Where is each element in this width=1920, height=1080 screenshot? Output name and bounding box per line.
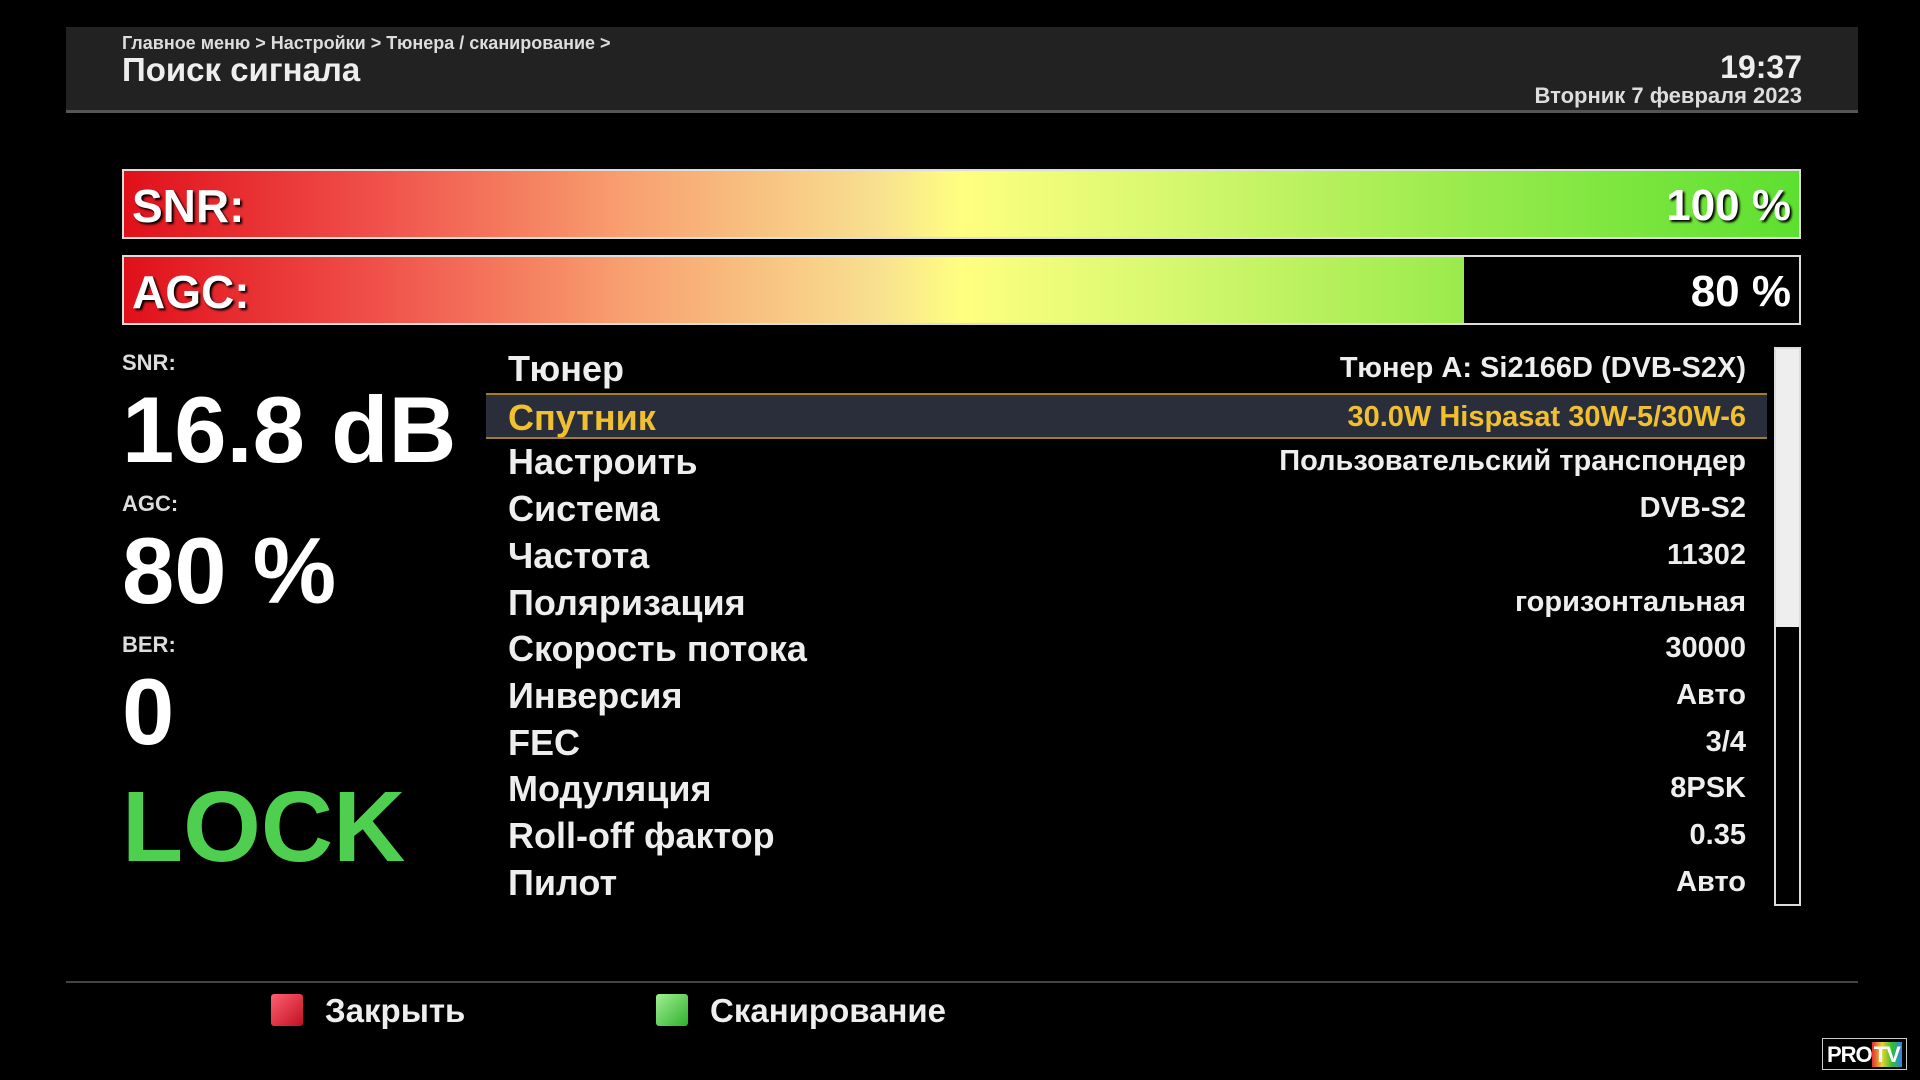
list-item[interactable]: Инверсия Авто <box>486 673 1767 719</box>
agc-bar-value: 80 % <box>1690 267 1791 316</box>
list-item-label: Roll-off фактор <box>508 815 775 856</box>
list-item-label: Настроить <box>508 441 698 483</box>
list-item[interactable]: Спутник 30.0W Hispasat 30W-5/30W-6 <box>486 392 1767 439</box>
list-item-label: Система <box>508 488 660 530</box>
footer-divider <box>66 981 1858 983</box>
snr-value: 16.8 dB <box>122 377 457 482</box>
list-item[interactable]: Модуляция 8PSK <box>486 766 1767 812</box>
list-item-value: горизонтальная <box>1514 585 1746 618</box>
list-item[interactable]: Roll-off фактор 0.35 <box>486 813 1767 859</box>
list-item-value: 8PSK <box>1670 772 1746 805</box>
agc-value: 80 % <box>122 518 337 623</box>
list-item[interactable]: Поляризация горизонтальная <box>486 580 1767 626</box>
page-title: Поиск сигнала <box>122 51 361 88</box>
list-item-label: Скорость потока <box>508 628 807 670</box>
clock-date: Вторник 7 февраля 2023 <box>1534 83 1802 108</box>
scrollbar[interactable] <box>1774 347 1801 906</box>
header: Главное меню > Настройки > Тюнера / скан… <box>66 27 1858 113</box>
agc-bar-fill <box>124 257 1464 323</box>
clock-time: 19:37 <box>1720 49 1802 85</box>
snr-bar-fill <box>124 171 1799 237</box>
list-item[interactable]: Частота 11302 <box>486 533 1767 579</box>
list-item-label: Модуляция <box>508 768 712 810</box>
list-item[interactable]: Настроить Пользовательский транспондер <box>486 439 1767 485</box>
scrollbar-thumb[interactable] <box>1776 349 1799 627</box>
list-item-value: Авто <box>1676 678 1746 711</box>
list-item[interactable]: Система DVB-S2 <box>486 486 1767 532</box>
close-button[interactable]: Закрыть <box>325 992 466 1029</box>
green-key-icon <box>656 994 688 1026</box>
list-item[interactable]: FEC 3/4 <box>486 720 1767 766</box>
red-key-icon <box>271 994 303 1026</box>
list-item-value: Авто <box>1676 865 1746 898</box>
watermark-logo: PROTV <box>1822 1038 1907 1070</box>
snr-bar: SNR: 100 % <box>122 169 1801 239</box>
list-item-label: FEC <box>508 721 580 763</box>
list-item-value: Пользовательский транспондер <box>1279 445 1746 478</box>
list-item-label: Частота <box>508 534 650 576</box>
ber-label: BER: <box>122 632 176 657</box>
scan-button[interactable]: Сканирование <box>710 992 947 1029</box>
list-item-value: 11302 <box>1666 538 1746 571</box>
list-item-value: 3/4 <box>1705 725 1746 758</box>
agc-label: AGC: <box>122 491 179 516</box>
list-item[interactable]: Тюнер Тюнер A: Si2166D (DVB-S2X) <box>486 346 1767 392</box>
agc-bar: AGC: 80 % <box>122 255 1801 325</box>
snr-bar-label: SNR: <box>132 180 245 232</box>
list-item[interactable]: Пилот Авто <box>486 860 1767 906</box>
snr-bar-value: 100 % <box>1666 181 1791 230</box>
lock-status: LOCK <box>122 771 406 883</box>
list-item-value: 0.35 <box>1689 819 1746 851</box>
breadcrumb: Главное меню > Настройки > Тюнера / скан… <box>122 33 611 53</box>
list-item-value: Тюнер A: Si2166D (DVB-S2X) <box>1339 352 1746 384</box>
list-item-value: DVB-S2 <box>1639 492 1746 525</box>
agc-bar-label: AGC: <box>132 266 250 318</box>
list-item-label: Спутник <box>508 396 656 438</box>
list-item[interactable]: Скорость потока 30000 <box>486 626 1767 672</box>
list-item-label: Инверсия <box>508 674 683 716</box>
list-item-value: 30.0W Hispasat 30W-5/30W-6 <box>1347 400 1746 433</box>
snr-label: SNR: <box>122 350 176 375</box>
list-item-label: Поляризация <box>508 581 746 623</box>
list-item-value: 30000 <box>1665 632 1746 665</box>
ber-value: 0 <box>122 659 175 764</box>
list-item-label: Пилот <box>508 861 618 903</box>
list-item-label: Тюнер <box>508 348 625 389</box>
